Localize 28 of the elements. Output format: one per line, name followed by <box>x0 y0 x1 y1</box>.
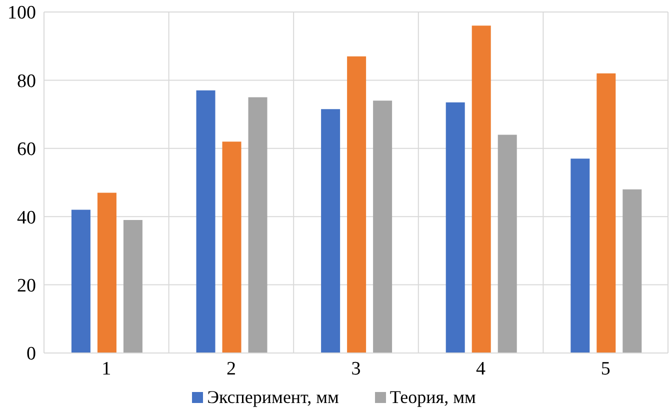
x-tick-label: 1 <box>102 358 112 380</box>
bar <box>222 142 242 353</box>
bar <box>71 210 90 353</box>
bar <box>570 158 590 353</box>
y-tick-label: 80 <box>17 70 36 92</box>
legend-label: Теория, мм <box>390 387 476 408</box>
y-tick-label: 60 <box>17 139 36 160</box>
bar <box>97 192 116 353</box>
bar <box>472 26 491 353</box>
y-tick-label: 20 <box>17 276 36 297</box>
bar <box>321 109 340 353</box>
x-tick-label: 5 <box>600 358 610 380</box>
bar <box>373 100 392 353</box>
bar <box>446 102 465 353</box>
bar <box>347 56 366 353</box>
y-tick-label: 100 <box>8 2 36 24</box>
bar <box>123 220 142 353</box>
y-tick-label: 40 <box>17 207 36 228</box>
x-tick-label: 3 <box>351 358 361 380</box>
bar <box>196 90 216 353</box>
x-tick-label: 4 <box>476 358 486 380</box>
bar <box>498 134 517 353</box>
bar <box>622 189 642 353</box>
x-tick-label: 2 <box>226 358 236 380</box>
legend-label: Эксперимент, мм <box>207 387 339 408</box>
bar <box>596 73 616 353</box>
y-tick-label: 0 <box>26 344 36 365</box>
bar <box>248 97 268 353</box>
